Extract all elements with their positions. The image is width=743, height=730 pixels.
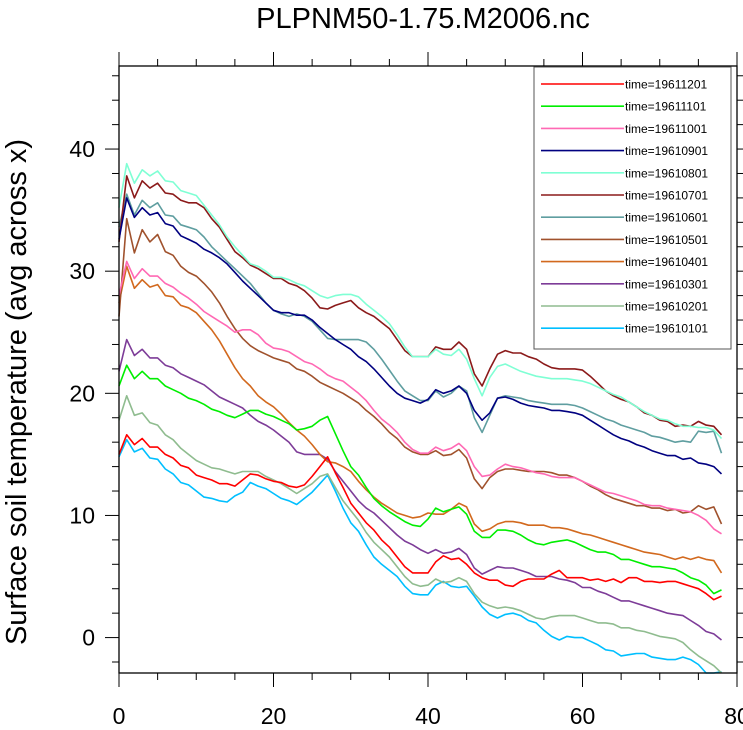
x-tick-label: 20 (261, 703, 287, 729)
legend-item: time=19610201 (541, 300, 708, 314)
legend-item: time=19610801 (541, 166, 708, 180)
legend-item: time=19610301 (541, 277, 708, 291)
series-line-19610501 (118, 217, 723, 525)
y-axis-label: Surface soil temperature (avg across x) (1, 139, 33, 645)
legend-item: time=19610501 (541, 233, 708, 247)
series-line-19610201 (118, 394, 723, 674)
legend-label: time=19610801 (625, 166, 708, 180)
y-tick-label: 40 (69, 136, 95, 162)
x-tick-label: 60 (570, 703, 596, 729)
legend-label: time=19611001 (625, 122, 708, 136)
legend-item: time=19610701 (541, 189, 708, 203)
series-line-19611001 (118, 260, 722, 535)
legend-label: time=19610301 (625, 277, 708, 291)
legend: time=19611201 time=19611101 time=19611001 t… (533, 66, 732, 350)
legend-label: time=19610601 (625, 211, 708, 225)
legend-label: time=19610201 (625, 300, 708, 314)
legend-label: time=19610101 (625, 322, 708, 336)
legend-item: time=19611201 (541, 78, 708, 92)
legend-item: time=19610601 (541, 211, 708, 225)
legend-label: time=19610501 (625, 233, 708, 247)
axes: 0 20 40 60 80 0 10 20 30 40 (69, 52, 743, 729)
legend-item: time=19610101 (541, 322, 708, 336)
legend-label: time=19610401 (625, 255, 708, 269)
legend-item: time=19611001 (541, 122, 708, 136)
legend-item: time=19611101 (541, 100, 707, 114)
series-line-19610401 (118, 265, 723, 574)
plot-lines (118, 162, 723, 674)
x-tick-label: 80 (724, 703, 743, 729)
chart-title: PLPNM50-1.75.M2006.nc (256, 3, 590, 35)
series-line-19610101 (118, 438, 722, 674)
series-line-19610801 (118, 162, 723, 440)
legend-box (533, 66, 732, 350)
x-tick-label: 0 (113, 703, 126, 729)
x-tick-label: 40 (415, 703, 441, 729)
y-tick-label: 30 (69, 258, 95, 284)
legend-item: time=19610401 (541, 255, 708, 269)
series-line-19610901 (118, 197, 723, 475)
legend-label: time=19611201 (625, 78, 708, 92)
y-tick-label: 20 (69, 380, 95, 406)
series-line-19611101 (118, 364, 722, 595)
legend-label: time=19610701 (625, 189, 708, 203)
series-line-19611201 (118, 433, 722, 601)
legend-item: time=19610901 (541, 144, 708, 158)
series-line-19610601 (118, 193, 723, 454)
y-tick-label: 0 (82, 625, 95, 651)
legend-label: time=19610901 (625, 144, 708, 158)
y-tick-label: 10 (69, 502, 95, 528)
legend-label: time=19611101 (625, 100, 707, 114)
series-line-19610301 (118, 338, 722, 641)
